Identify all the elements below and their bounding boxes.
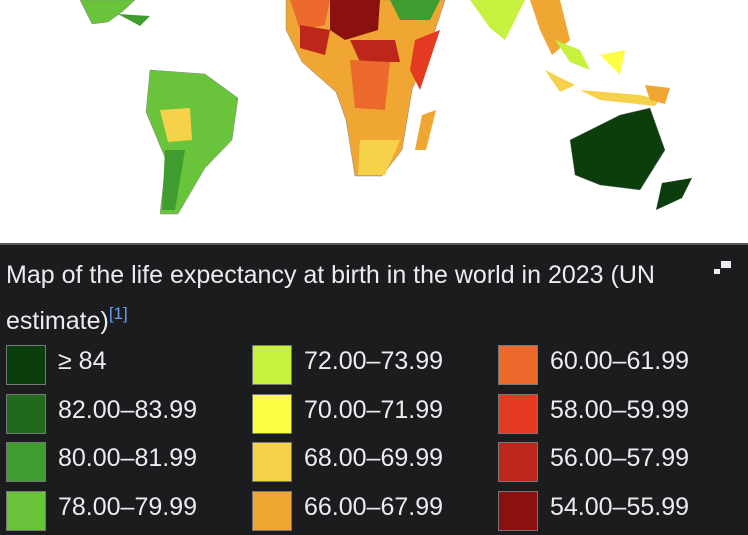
legend-swatch [498, 442, 538, 482]
legend-label: 70.00–71.99 [304, 395, 444, 424]
legend-label: 78.00–79.99 [58, 492, 198, 521]
caption-text: Map of the life expectancy at birth in t… [6, 261, 655, 335]
legend-label: 60.00–61.99 [550, 347, 690, 375]
legend-swatch [252, 345, 292, 385]
legend-swatch [498, 490, 538, 531]
reference-link[interactable]: [1] [108, 304, 128, 323]
legend-swatch [6, 345, 46, 385]
legend-label: 68.00–69.99 [304, 444, 444, 472]
legend-swatch [6, 393, 46, 434]
legend-label: 58.00–59.99 [550, 395, 690, 424]
legend-swatch [6, 490, 46, 531]
legend-label: 56.00–57.99 [550, 444, 690, 472]
caption: Map of the life expectancy at birth in t… [6, 252, 706, 344]
legend-label: ≥ 84 [58, 347, 107, 375]
legend-swatch [6, 442, 46, 482]
legend-label: 82.00–83.99 [58, 395, 198, 424]
expand-icon[interactable] [712, 260, 734, 276]
legend-swatch [498, 393, 538, 434]
legend-swatch [252, 490, 292, 531]
legend-swatch [498, 345, 538, 385]
legend-label: 80.00–81.99 [58, 444, 198, 472]
world-map[interactable] [0, 0, 748, 245]
legend-swatch [252, 442, 292, 482]
legend-label: 66.00–67.99 [304, 492, 444, 521]
legend-label: 72.00–73.99 [304, 347, 444, 375]
legend-swatch [252, 393, 292, 434]
legend-label: 54.00–55.99 [550, 492, 690, 521]
